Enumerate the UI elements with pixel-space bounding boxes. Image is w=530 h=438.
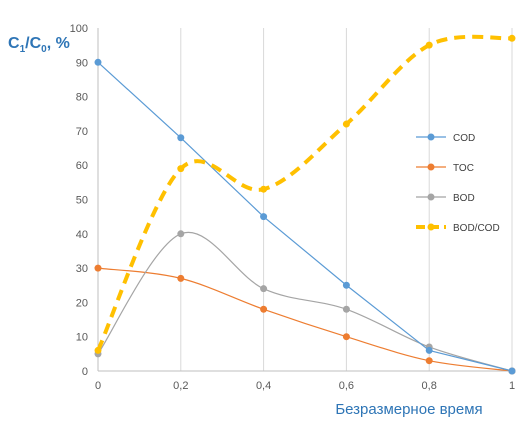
- data-point-toc: [177, 274, 185, 282]
- y-tick-label: 50: [76, 195, 88, 207]
- data-point-cod: [94, 58, 102, 66]
- x-tick-label: 0,2: [173, 380, 188, 392]
- y-axis-label-sub0: 0: [41, 44, 47, 55]
- data-point-toc: [425, 357, 433, 365]
- x-tick-label: 0,8: [422, 380, 437, 392]
- y-tick-label: 20: [76, 297, 88, 309]
- y-tick-label: 80: [76, 92, 88, 104]
- data-point-bod: [260, 285, 268, 293]
- y-tick-label: 10: [76, 332, 88, 344]
- legend-marker-toc: [427, 163, 435, 171]
- grid: [180, 28, 513, 371]
- tick-labels: 0 10 20 30 40 50 60 70 80 90 100 0 0,2 0,4 0,6 0,8 1: [70, 23, 515, 392]
- y-tick-label: 0: [82, 366, 88, 378]
- y-tick-label: 100: [70, 23, 88, 35]
- y-axis-label-sub1: 1: [20, 44, 26, 55]
- y-axis-label: C1/C0, %: [8, 35, 70, 55]
- x-axis-label: Безразмерное время: [335, 401, 482, 418]
- series-line-bod-cod: [96, 34, 513, 352]
- legend-label-cod: COD: [453, 133, 475, 144]
- legend-marker-bod-cod: [427, 223, 435, 231]
- legend-label-bod: BOD: [453, 193, 475, 204]
- y-axis-label-unit: , %: [47, 35, 70, 52]
- data-point-toc: [94, 264, 102, 272]
- y-tick-label: 70: [76, 126, 88, 138]
- data-point-cod: [342, 281, 350, 289]
- data-point-bod-cod: [342, 120, 350, 128]
- data-point-cod: [260, 213, 268, 221]
- data-point-toc: [342, 333, 350, 341]
- data-point-cod: [508, 367, 516, 375]
- data-point-bod: [342, 305, 350, 313]
- series-line-cod: [97, 61, 513, 372]
- y-tick-label: 90: [76, 57, 88, 69]
- x-tick-label: 0,6: [339, 380, 354, 392]
- y-tick-label: 40: [76, 229, 88, 241]
- data-point-toc: [260, 305, 268, 313]
- x-tick-label: 0,4: [256, 380, 271, 392]
- legend: COD TOC BOD BOD/COD: [416, 133, 500, 234]
- legend-marker-bod: [427, 193, 435, 201]
- legend-label-toc: TOC: [453, 163, 474, 174]
- y-axis-label-slash: /C: [25, 35, 41, 52]
- data-point-cod: [425, 346, 433, 354]
- data-point-bod-cod: [260, 185, 268, 193]
- y-tick-label: 30: [76, 263, 88, 275]
- y-tick-label: 60: [76, 160, 88, 172]
- y-axis-label-c1: C: [8, 35, 20, 52]
- series-layer: [94, 34, 516, 375]
- axes: [97, 28, 512, 372]
- legend-label-bod-cod: BOD/COD: [453, 223, 500, 234]
- x-tick-label: 0: [95, 380, 101, 392]
- data-point-bod-cod: [177, 165, 185, 173]
- data-point-bod-cod: [508, 34, 516, 42]
- series-line-toc: [97, 267, 513, 372]
- x-tick-label: 1: [509, 380, 515, 392]
- series-line-bod: [97, 231, 513, 372]
- data-point-bod: [177, 230, 185, 238]
- legend-marker-cod: [427, 133, 435, 141]
- data-point-bod-cod: [425, 41, 433, 49]
- data-point-bod-cod: [94, 346, 102, 354]
- data-point-cod: [177, 134, 185, 142]
